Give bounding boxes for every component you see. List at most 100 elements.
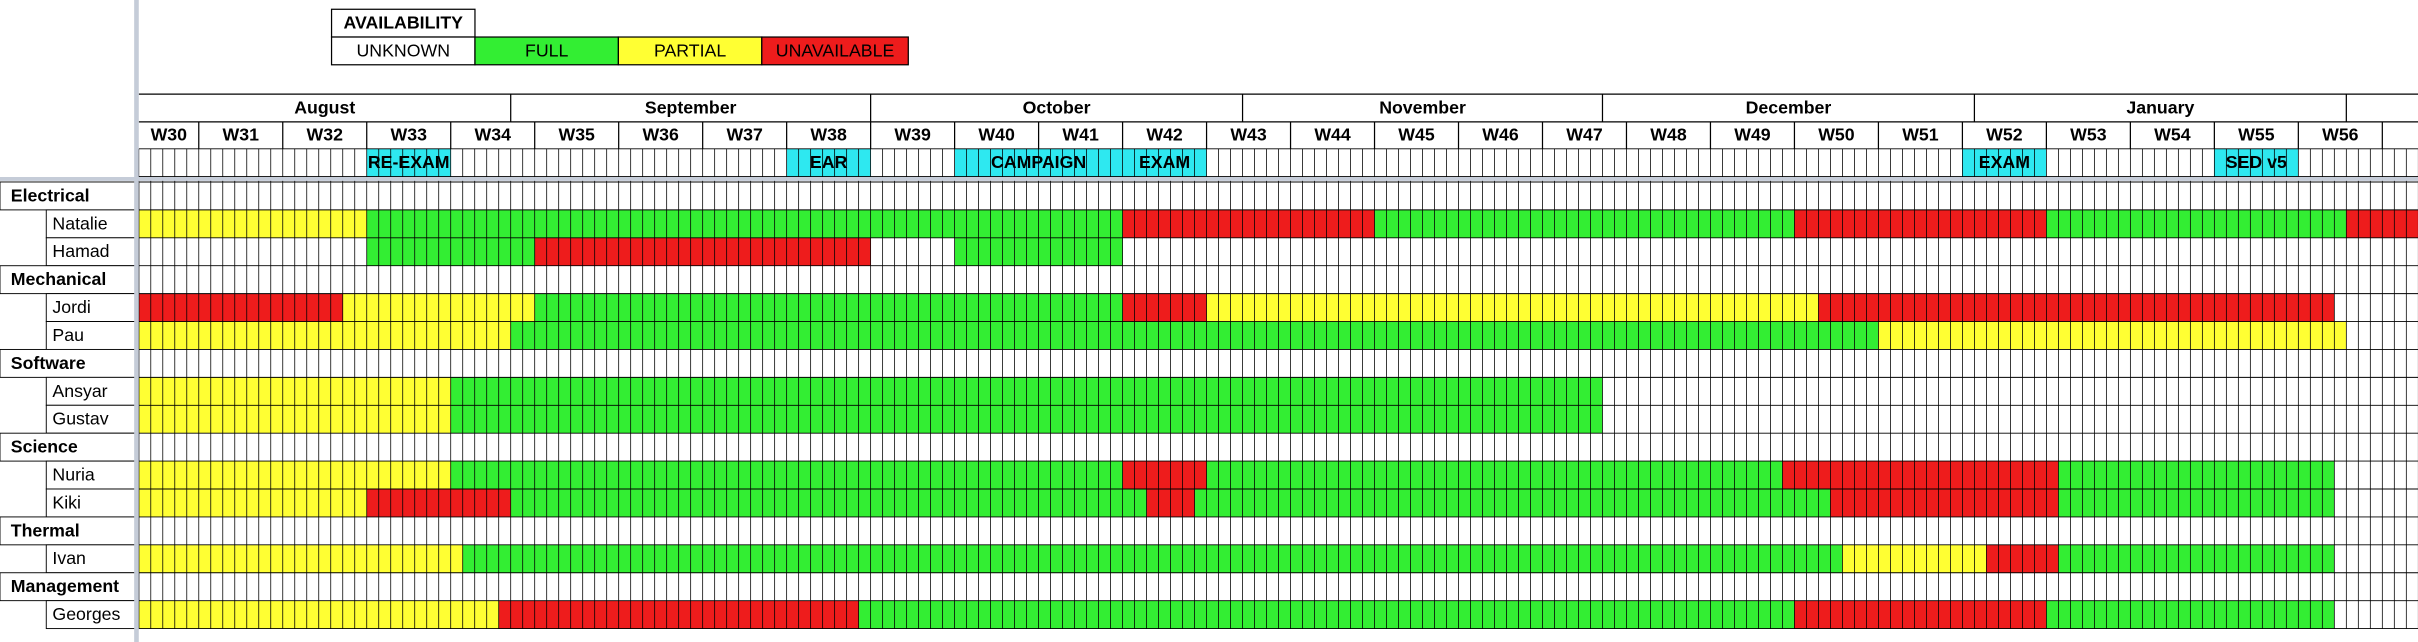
person-name: Gustav (52, 409, 108, 429)
availability-bar (462, 544, 1843, 573)
person-name: Georges (52, 604, 120, 624)
person-cell (45, 321, 140, 350)
week-label: W55 (2238, 124, 2275, 144)
availability-bar (1122, 461, 1207, 490)
week-label: W33 (391, 124, 428, 144)
group-name: Science (11, 437, 78, 457)
group-cell (0, 572, 140, 602)
person-name: Hamad (52, 241, 109, 261)
availability-bar (1830, 489, 2059, 517)
availability-bar (2058, 544, 2335, 573)
availability-bar (2046, 209, 2347, 238)
week-label: W43 (1230, 124, 1267, 144)
event-cell (2214, 148, 2299, 177)
group-name: Mechanical (11, 269, 107, 289)
event-cell (366, 148, 451, 177)
legend-label: PARTIAL (654, 40, 726, 60)
availability-bar (1794, 209, 2047, 238)
availability-bar (1878, 321, 2347, 350)
person-cell (45, 460, 140, 490)
availability-bar (1122, 209, 1375, 238)
week-label: W56 (2322, 124, 2359, 144)
availability-bar (1374, 209, 1795, 238)
week-label: W38 (810, 124, 847, 144)
person-name: Ansyar (52, 381, 107, 401)
event-label: RE-EXAM (368, 152, 450, 172)
legend-title-cell (330, 8, 476, 38)
week-label: W41 (1062, 124, 1099, 144)
week-label: W54 (2154, 124, 2191, 144)
availability-bar (138, 209, 367, 238)
week-label: W36 (642, 124, 679, 144)
group-cell (0, 432, 140, 462)
event-label: CAMPAIGN (991, 152, 1086, 172)
week-label: W32 (307, 124, 344, 144)
legend-swatch (474, 36, 619, 66)
availability-bar (366, 209, 1123, 238)
event-label: SED v5 (2226, 152, 2287, 172)
person-cell (45, 488, 140, 518)
week-label: W51 (1902, 124, 1939, 144)
group-name: Software (11, 353, 86, 373)
week-label: W53 (2070, 124, 2107, 144)
group-cell (0, 265, 140, 295)
week-label: W37 (726, 124, 763, 144)
event-label: EAR (810, 152, 848, 172)
group-name: Management (11, 576, 119, 596)
event-cell (786, 148, 871, 177)
availability-bar (534, 293, 1123, 322)
week-label: W46 (1482, 124, 1519, 144)
week-label: W44 (1314, 124, 1351, 144)
availability-bar (1122, 293, 1207, 322)
week-label: W52 (1986, 124, 2023, 144)
availability-bar (1818, 293, 2335, 322)
month-label: January (2126, 97, 2194, 117)
legend-label: FULL (525, 40, 568, 60)
person-name: Natalie (52, 213, 107, 233)
availability-bar (1782, 461, 2059, 490)
person-cell (45, 600, 140, 630)
legend-swatch (330, 36, 476, 66)
week-label: W35 (558, 124, 595, 144)
event-cell (1122, 148, 1207, 177)
availability-bar (2058, 489, 2335, 517)
week-label: W39 (894, 124, 931, 144)
legend-swatch (761, 36, 909, 66)
group-name: Thermal (11, 520, 80, 540)
person-name: Ivan (52, 548, 86, 568)
month-label: December (1746, 97, 1832, 117)
week-label: W34 (474, 124, 511, 144)
availability-bar (138, 293, 343, 322)
availability-bar (1206, 293, 1819, 322)
week-label: W40 (978, 124, 1015, 144)
week-label: W42 (1146, 124, 1183, 144)
week-label: W47 (1566, 124, 1603, 144)
week-label: W50 (1818, 124, 1855, 144)
person-name: Nuria (52, 465, 94, 485)
legend-label: UNKNOWN (356, 40, 450, 60)
month-label: September (645, 97, 737, 117)
event-label: EXAM (1139, 152, 1190, 172)
person-name: Jordi (52, 297, 90, 317)
event-label: EXAM (1979, 152, 2030, 172)
availability-bar (1794, 600, 2047, 629)
availability-bar (138, 321, 511, 350)
month-label: November (1379, 97, 1466, 117)
legend-title: AVAILABILITY (344, 13, 464, 33)
person-name: Pau (52, 325, 84, 345)
person-name: Kiki (52, 492, 81, 512)
week-label: W49 (1734, 124, 1771, 144)
legend-label: UNAVAILABLE (776, 40, 895, 60)
availability-bar (138, 489, 367, 517)
availability-bar (510, 489, 1147, 517)
week-label: W31 (223, 124, 260, 144)
month-label: August (294, 97, 355, 117)
week-label: W48 (1650, 124, 1687, 144)
event-cell (1962, 148, 2047, 177)
week-label: W30 (151, 124, 188, 144)
availability-bar (138, 544, 463, 573)
availability-bar (2058, 461, 2335, 490)
month-label: October (1023, 97, 1091, 117)
group-name: Electrical (11, 185, 90, 205)
